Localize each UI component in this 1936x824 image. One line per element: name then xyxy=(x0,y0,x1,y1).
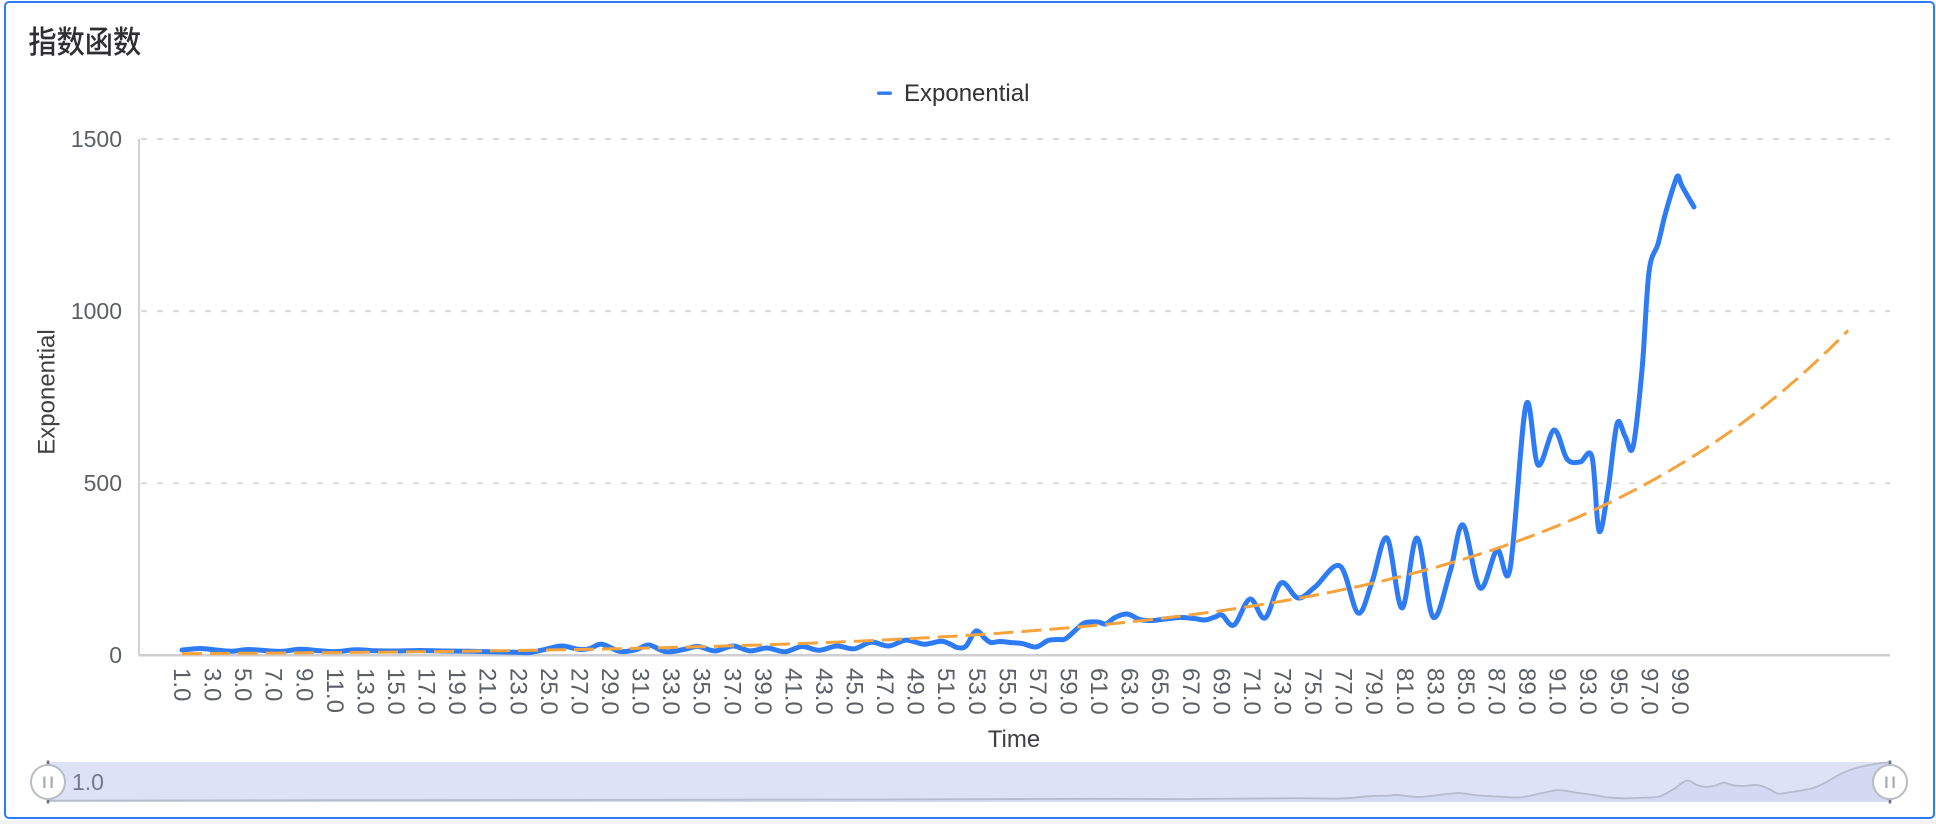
svg-text:Exponential: Exponential xyxy=(34,329,61,454)
svg-text:63.0: 63.0 xyxy=(1116,668,1143,715)
svg-text:99.0: 99.0 xyxy=(1666,668,1693,715)
svg-text:41.0: 41.0 xyxy=(779,668,806,715)
svg-text:59.0: 59.0 xyxy=(1055,668,1082,715)
svg-text:81.0: 81.0 xyxy=(1391,668,1418,715)
svg-text:97.0: 97.0 xyxy=(1635,668,1662,715)
svg-text:37.0: 37.0 xyxy=(718,668,745,715)
svg-text:25.0: 25.0 xyxy=(535,668,562,715)
svg-text:79.0: 79.0 xyxy=(1360,668,1387,715)
svg-text:53.0: 53.0 xyxy=(963,668,990,715)
svg-text:87.0: 87.0 xyxy=(1483,668,1510,715)
svg-text:51.0: 51.0 xyxy=(932,668,959,715)
svg-text:13.0: 13.0 xyxy=(351,668,378,715)
svg-text:65.0: 65.0 xyxy=(1146,668,1173,715)
svg-text:1.0: 1.0 xyxy=(72,769,104,795)
svg-text:73.0: 73.0 xyxy=(1269,668,1296,715)
svg-text:21.0: 21.0 xyxy=(474,668,501,715)
svg-text:71.0: 71.0 xyxy=(1238,668,1265,715)
svg-text:95.0: 95.0 xyxy=(1605,668,1632,715)
svg-text:23.0: 23.0 xyxy=(504,668,531,715)
svg-text:Time: Time xyxy=(988,726,1040,753)
svg-text:Exponential: Exponential xyxy=(904,80,1029,107)
svg-text:15.0: 15.0 xyxy=(382,668,409,715)
svg-text:0: 0 xyxy=(109,642,122,668)
svg-text:35.0: 35.0 xyxy=(688,668,715,715)
svg-text:39.0: 39.0 xyxy=(749,668,776,715)
svg-text:75.0: 75.0 xyxy=(1299,668,1326,715)
svg-text:83.0: 83.0 xyxy=(1421,668,1448,715)
svg-text:45.0: 45.0 xyxy=(841,668,868,715)
svg-text:61.0: 61.0 xyxy=(1085,668,1112,715)
svg-text:3.0: 3.0 xyxy=(199,668,226,701)
svg-text:11.0: 11.0 xyxy=(321,668,348,713)
svg-text:7.0: 7.0 xyxy=(260,668,287,701)
svg-text:43.0: 43.0 xyxy=(810,668,837,715)
svg-text:500: 500 xyxy=(84,470,122,496)
svg-text:33.0: 33.0 xyxy=(657,668,684,715)
svg-text:91.0: 91.0 xyxy=(1544,668,1571,715)
svg-text:55.0: 55.0 xyxy=(993,668,1020,715)
svg-text:5.0: 5.0 xyxy=(229,668,256,701)
svg-text:49.0: 49.0 xyxy=(902,668,929,715)
svg-text:57.0: 57.0 xyxy=(1024,668,1051,715)
svg-text:17.0: 17.0 xyxy=(413,668,440,715)
svg-text:1000: 1000 xyxy=(71,298,122,324)
svg-text:69.0: 69.0 xyxy=(1207,668,1234,715)
svg-text:89.0: 89.0 xyxy=(1513,668,1540,715)
svg-text:77.0: 77.0 xyxy=(1330,668,1357,715)
svg-text:67.0: 67.0 xyxy=(1177,668,1204,715)
svg-text:85.0: 85.0 xyxy=(1452,668,1479,715)
svg-text:31.0: 31.0 xyxy=(627,668,654,715)
svg-text:27.0: 27.0 xyxy=(565,668,592,715)
svg-text:93.0: 93.0 xyxy=(1574,668,1601,715)
svg-text:19.0: 19.0 xyxy=(443,668,470,715)
svg-text:1.0: 1.0 xyxy=(168,668,195,701)
svg-text:9.0: 9.0 xyxy=(290,668,317,701)
svg-text:1500: 1500 xyxy=(71,126,122,152)
svg-text:29.0: 29.0 xyxy=(596,668,623,715)
svg-text:47.0: 47.0 xyxy=(871,668,898,715)
